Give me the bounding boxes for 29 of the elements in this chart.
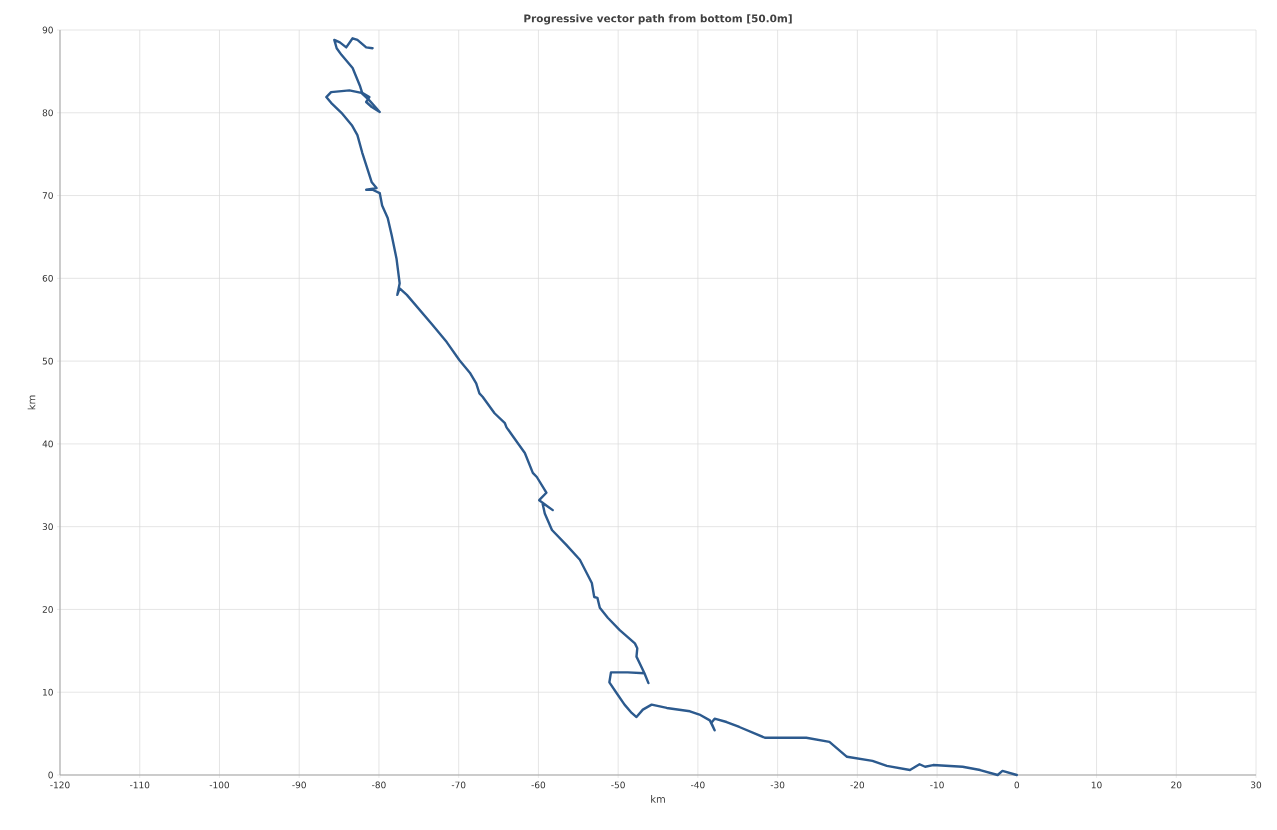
chart-title: Progressive vector path from bottom [50.0m] bbox=[524, 14, 792, 25]
x-tick-label: -120 bbox=[50, 781, 70, 789]
y-tick-label: 40 bbox=[42, 440, 53, 448]
x-tick-label: -50 bbox=[611, 781, 625, 789]
y-tick-label: 30 bbox=[42, 523, 53, 531]
x-tick-label: -90 bbox=[292, 781, 306, 789]
x-tick-label: 10 bbox=[1091, 781, 1102, 789]
y-tick-label: 90 bbox=[42, 26, 53, 34]
y-tick-label: 0 bbox=[48, 771, 53, 779]
x-tick-label: -20 bbox=[850, 781, 865, 789]
x-tick-label: 30 bbox=[1251, 781, 1262, 789]
y-tick-label: 20 bbox=[42, 606, 53, 613]
x-tick-label: -80 bbox=[372, 781, 386, 789]
x-tick-label: -40 bbox=[690, 781, 705, 789]
x-tick-label: -100 bbox=[209, 781, 230, 789]
x-tick-label: -110 bbox=[130, 781, 150, 789]
x-axis-title: km bbox=[651, 795, 665, 803]
x-tick-label: -10 bbox=[930, 781, 944, 789]
x-tick-label: -30 bbox=[770, 781, 785, 789]
x-tick-label: -60 bbox=[531, 781, 546, 789]
y-tick-label: 80 bbox=[42, 109, 53, 117]
x-tick-label: 20 bbox=[1171, 781, 1182, 789]
y-tick-label: 70 bbox=[42, 192, 53, 199]
x-tick-label: -70 bbox=[451, 781, 466, 789]
y-axis-title: km bbox=[27, 395, 36, 410]
y-tick-label: 50 bbox=[42, 357, 53, 365]
x-tick-label: 0 bbox=[1014, 781, 1020, 789]
y-tick-label: 60 bbox=[42, 274, 53, 282]
y-tick-label: 10 bbox=[43, 688, 53, 696]
